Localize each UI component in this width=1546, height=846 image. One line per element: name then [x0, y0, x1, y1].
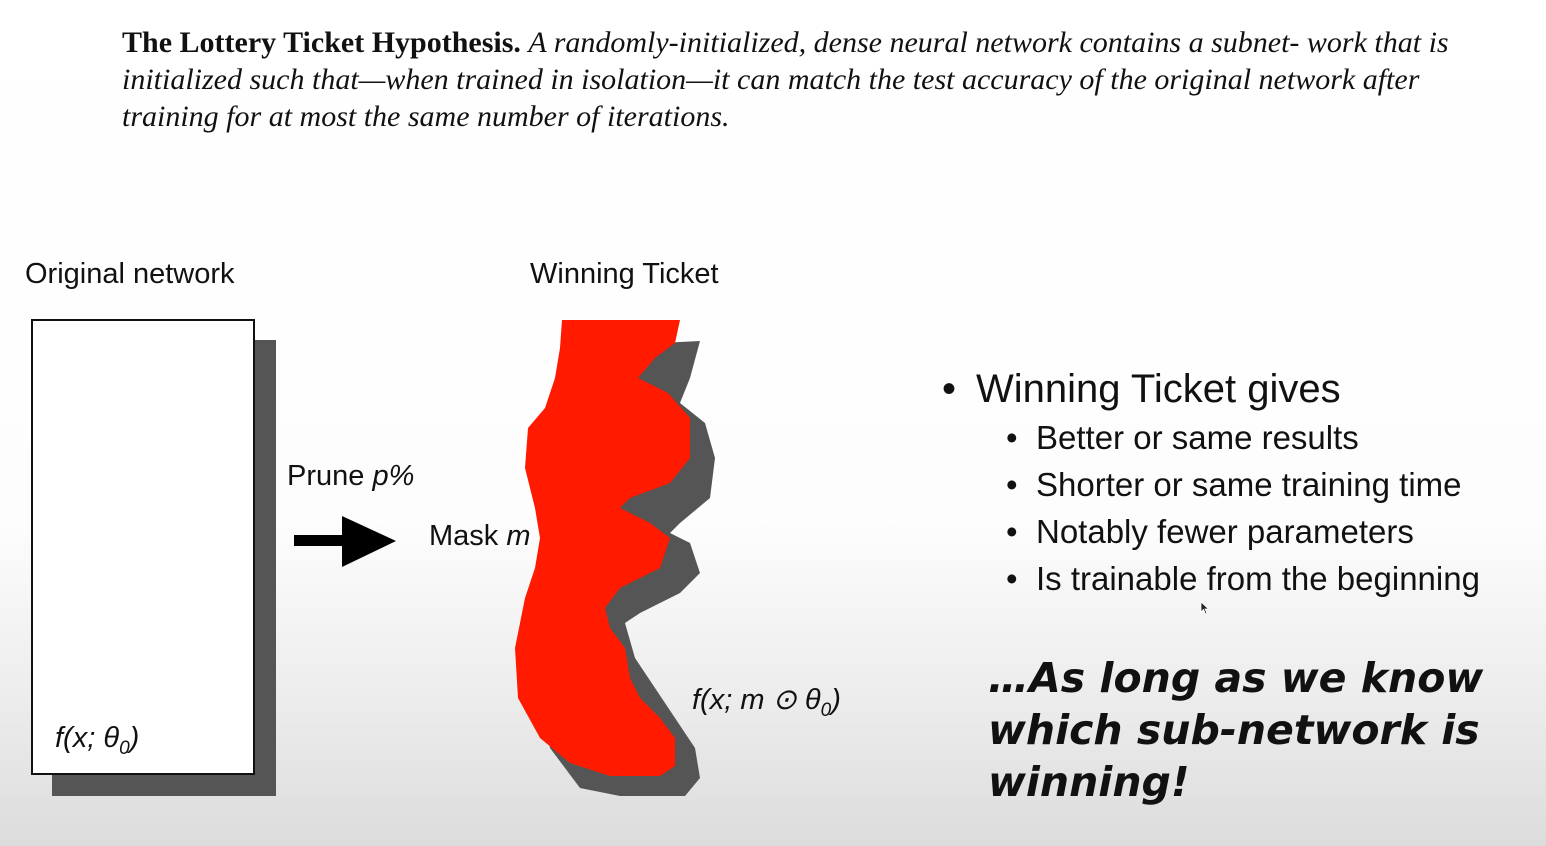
winning-ticket-formula: f(x; m ⊙ θ0) [692, 682, 841, 722]
original-network-label: Original network [25, 258, 235, 290]
winning-ticket-shape [515, 320, 715, 796]
mask-text: Mask [429, 520, 507, 552]
winning-ticket-fill [515, 320, 690, 776]
tagline-line: winning! [988, 758, 1190, 806]
ticket-formula-main: f(x; m ⊙ θ [692, 684, 821, 716]
benefits-heading: Winning Ticket gives [942, 364, 1480, 414]
prune-label: Prune p% [287, 460, 414, 493]
tagline-line: which sub-network is [988, 706, 1480, 754]
hypothesis-body: A randomly-initialized, dense neural net… [122, 26, 1449, 133]
benefit-item: Better or same results [942, 414, 1480, 461]
benefit-item: Is trainable from the beginning [942, 555, 1480, 602]
benefit-item: Shorter or same training time [942, 461, 1480, 508]
benefits-list: Winning Ticket gives Better or same resu… [942, 364, 1480, 602]
mouse-pointer-icon [1200, 601, 1210, 615]
original-formula-main: f(x; θ [55, 722, 120, 754]
prune-text: Prune [287, 460, 373, 492]
mask-label: Mask m [429, 520, 531, 553]
winning-ticket-label: Winning Ticket [530, 258, 719, 290]
benefit-item: Notably fewer parameters [942, 508, 1480, 555]
ticket-formula-sub: 0 [820, 699, 832, 721]
arrow-right-icon [294, 516, 396, 567]
original-formula-close: ) [129, 722, 140, 754]
tagline-line: …As long as we know [988, 654, 1484, 702]
hypothesis-statement: The Lottery Ticket Hypothesis. A randoml… [122, 24, 1452, 135]
original-formula-sub: 0 [119, 737, 130, 759]
prune-variable: p% [372, 460, 415, 492]
ticket-formula-close: ) [831, 684, 841, 716]
mask-variable: m [506, 520, 531, 552]
hypothesis-title: The Lottery Ticket Hypothesis. [122, 26, 521, 59]
tagline: …As long as we know which sub-network is… [988, 652, 1528, 808]
original-network-box [31, 319, 255, 775]
original-network-formula: f(x; θ0) [55, 722, 139, 760]
